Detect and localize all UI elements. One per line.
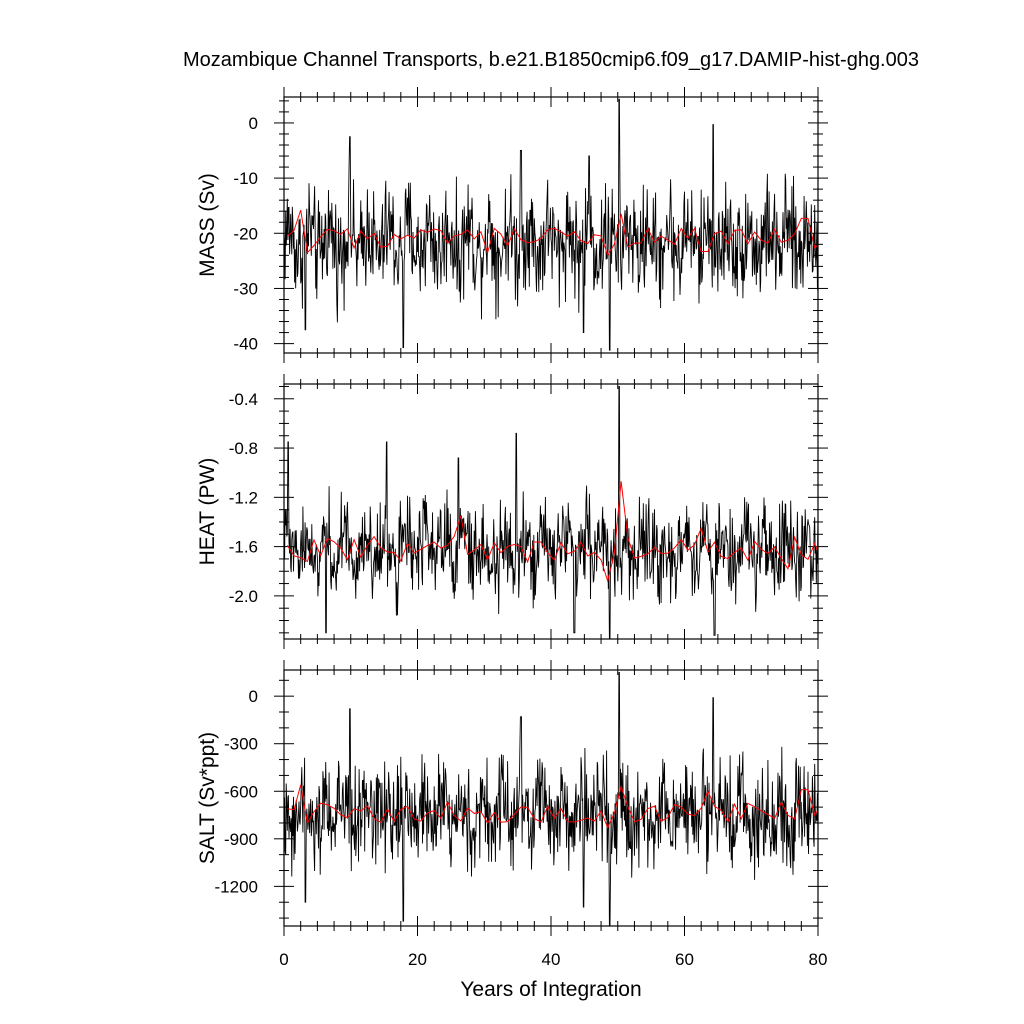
y-tick-label: -900: [224, 830, 258, 849]
y-tick-label: -0.4: [229, 390, 258, 409]
y-tick-label: 0: [249, 114, 258, 133]
heat-panel: -0.4 -0.8 -1.2 -1.6 -2.0 HEAT (PW): [196, 374, 828, 649]
heat-y-axis-label: HEAT (PW): [196, 458, 219, 566]
y-tick-label: 0: [249, 687, 258, 706]
heat-y-tick-labels: -0.4 -0.8 -1.2 -1.6 -2.0: [229, 390, 258, 606]
x-tick-label: 60: [675, 950, 694, 969]
salt-panel: 0 -300 -600 -900 -1200 SALT (Sv*ppt): [196, 660, 828, 936]
mass-y-tick-labels: 0 -10 -20 -30 -40: [233, 114, 258, 354]
salt-monthly-series: [283, 671, 819, 926]
mass-y-axis-label: MASS (Sv): [196, 173, 219, 277]
x-axis-label: Years of Integration: [460, 978, 641, 1001]
mass-annual-mean-series: [286, 209, 819, 257]
y-tick-label: -30: [233, 279, 258, 298]
heat-annual-mean-series: [286, 481, 819, 583]
y-tick-label: -0.8: [229, 439, 258, 458]
mass-minor-ticks: [274, 87, 828, 363]
y-tick-label: -300: [224, 735, 258, 754]
salt-y-axis-label: SALT (Sv*ppt): [196, 732, 219, 864]
mass-monthly-series: [283, 98, 819, 351]
salt-annual-mean-series: [287, 784, 819, 829]
x-tick-label: 0: [279, 950, 288, 969]
salt-minor-ticks: [274, 660, 828, 936]
y-tick-label: -600: [224, 782, 258, 801]
x-tick-label: 80: [809, 950, 828, 969]
y-tick-label: -1.2: [229, 488, 258, 507]
y-tick-label: -10: [233, 169, 258, 188]
y-tick-label: -1200: [215, 877, 258, 896]
y-tick-label: -2.0: [229, 587, 258, 606]
chart-title: Mozambique Channel Transports, b.e21.B18…: [183, 49, 919, 71]
x-tick-labels: 0 20 40 60 80: [279, 950, 827, 969]
heat-plot-frame: [283, 383, 819, 640]
y-tick-label: -1.6: [229, 538, 258, 557]
mass-plot-frame: [283, 96, 819, 354]
y-tick-label: -20: [233, 224, 258, 243]
salt-plot-frame: [283, 669, 819, 927]
y-tick-label: -40: [233, 335, 258, 354]
x-tick-label: 20: [408, 950, 427, 969]
heat-monthly-series: [283, 386, 819, 640]
mass-panel: 0 -10 -20 -30 -40 MASS (Sv): [196, 87, 828, 363]
x-tick-label: 40: [542, 950, 561, 969]
salt-y-tick-labels: 0 -300 -600 -900 -1200: [215, 687, 258, 896]
